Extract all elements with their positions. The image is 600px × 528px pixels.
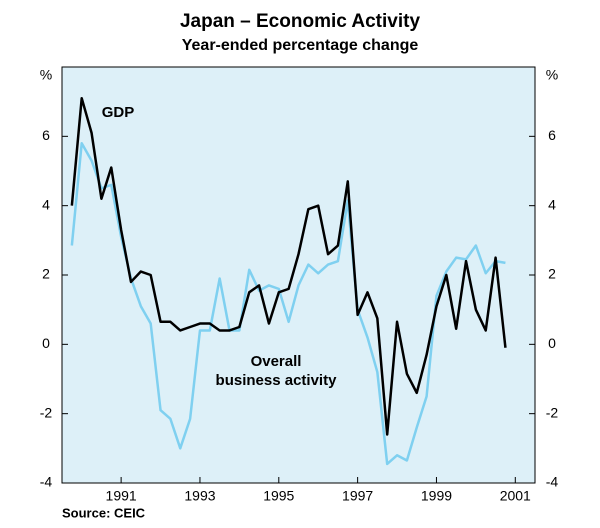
source: Source: CEIC	[62, 505, 146, 520]
x-tick-label: 1993	[184, 488, 215, 504]
y-tick-label: -2	[40, 404, 53, 420]
y-tick-label-right: -2	[546, 404, 559, 420]
y-tick-label-right: -4	[546, 474, 559, 490]
y-tick-label: 6	[42, 127, 50, 143]
annotation: business activity	[216, 372, 338, 389]
y-unit-left: %	[40, 67, 52, 83]
annotation: Overall	[251, 353, 302, 370]
x-tick-label: 2001	[500, 488, 531, 504]
y-tick-label-right: 2	[548, 266, 556, 282]
x-tick-label: 1995	[263, 488, 294, 504]
y-tick-label-right: 6	[548, 127, 556, 143]
y-tick-label-right: 4	[548, 196, 556, 212]
y-unit-right: %	[546, 67, 558, 83]
y-tick-label: 2	[42, 266, 50, 282]
x-tick-label: 1997	[342, 488, 373, 504]
chart-title: Japan – Economic Activity	[180, 11, 420, 32]
y-tick-label: -4	[40, 474, 53, 490]
annotation: GDP	[102, 104, 135, 121]
series-line	[70, 96, 507, 436]
y-tick-label-right: 0	[548, 335, 556, 351]
y-tick-label: 4	[42, 196, 50, 212]
x-tick-label: 1999	[421, 488, 452, 504]
x-tick-label: 1991	[106, 488, 137, 504]
plot-area	[61, 66, 536, 484]
chart-subtitle: Year-ended percentage change	[182, 37, 419, 54]
series-line	[70, 142, 506, 466]
y-tick-label: 0	[42, 335, 50, 351]
